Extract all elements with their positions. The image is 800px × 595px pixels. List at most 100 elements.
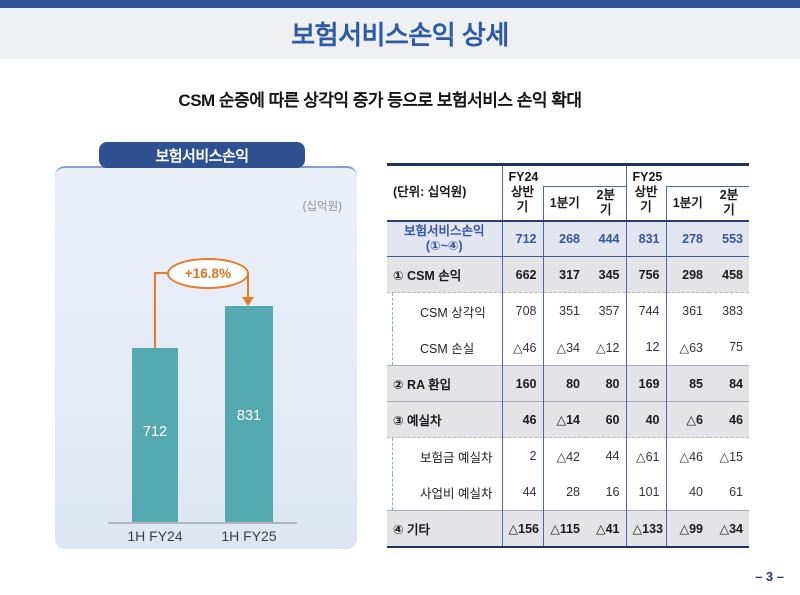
table-value-cell: 361 — [665, 292, 709, 329]
table-value-cell: 40 — [625, 401, 666, 438]
table-value-cell: 298 — [665, 256, 709, 293]
insurance-profit-table: (단위: 십억원) FY24 상반기 FY25 상반기 1분기 2분기 1분기 2분기 보험서비스… — [387, 163, 749, 548]
table-label-cell: ④ 기타 — [387, 510, 503, 547]
table-value-cell: 80 — [542, 365, 586, 402]
table-value-cell: 160 — [502, 365, 543, 402]
category-label-1h-fy24: 1H FY24 — [127, 528, 183, 544]
table-label-cell: ① CSM 손익 — [387, 256, 503, 293]
table-value-cell: 12 — [625, 329, 666, 366]
chart-tab: 보험서비스손익 — [99, 142, 305, 168]
header-bracket — [543, 164, 626, 187]
table-row: CSM 손실 △46 △34 △12 12 △63 75 — [387, 329, 749, 366]
insurance-profit-chart-panel: (십억원) +16.8% 712 831 1H FY24 1H FY25 — [55, 166, 357, 549]
bar-1h-fy25: 831 — [225, 306, 273, 522]
table-value-cell: △41 — [586, 510, 626, 547]
column-header-quarter: 2분기 — [586, 186, 626, 222]
table-value-cell: △63 — [665, 329, 709, 366]
table-row: ① CSM 손익 662 317 345 756 298 458 — [387, 256, 749, 293]
table-value-cell: 84 — [709, 365, 749, 402]
table-value-cell: 662 — [502, 256, 543, 293]
table-value-cell: 708 — [502, 292, 543, 329]
table-value-cell: △12 — [595, 340, 620, 355]
column-header-quarter: 1분기 — [665, 186, 709, 222]
table-row: ③ 예실차 46 △14 60 40 △6 46 — [387, 401, 749, 438]
table-value-cell: △99 — [665, 510, 709, 547]
category-label-1h-fy25: 1H FY25 — [221, 528, 277, 544]
table-row: 보험금 예실차 2 △42 44 △61 △46 △15 — [387, 437, 749, 474]
table-value-cell: △61 — [625, 437, 666, 474]
table-label-cell: ③ 예실차 — [387, 401, 503, 438]
table-value-cell: 756 — [625, 256, 666, 293]
table-value-cell: 268 — [542, 220, 586, 257]
top-accent-bar — [0, 0, 800, 8]
table-value-cell: 712 — [502, 220, 543, 257]
table-value-cell: 46 — [709, 401, 749, 438]
bar-value-label: 831 — [236, 408, 262, 424]
table-value-cell: △42 — [542, 437, 586, 474]
page-title: 보험서비스손익 상세 — [291, 20, 509, 50]
chart-unit-label: (십억원) — [302, 201, 342, 213]
table-label-cell: ② RA 환입 — [387, 365, 503, 402]
table-value-cell: △6 — [665, 401, 709, 438]
table-value-cell: 75 — [729, 340, 743, 354]
table-label-cell: 보험금 예실차 — [387, 437, 503, 474]
table-value-cell: 44 — [522, 485, 537, 499]
bar-1h-fy24: 712 — [132, 348, 178, 522]
table-value-cell: 44 — [586, 437, 626, 474]
table-value-cell: 61 — [729, 485, 743, 499]
table-value-cell: 28 — [542, 474, 586, 511]
growth-connector-right — [247, 272, 249, 298]
table-value-cell: △46 — [512, 340, 537, 355]
table-value-cell: 357 — [586, 292, 626, 329]
table-label-cell: CSM 상각익 — [387, 292, 503, 329]
table-value-cell: 60 — [586, 401, 626, 438]
table-value-cell: △34 — [542, 329, 586, 366]
column-header-quarter: 1분기 — [542, 186, 586, 222]
table-value-cell: 345 — [586, 256, 626, 293]
growth-connector-left — [154, 272, 156, 348]
column-header-quarter: 2분기 — [709, 186, 749, 222]
table-value-cell: 46 — [502, 401, 543, 438]
arrow-down-icon — [242, 297, 254, 306]
column-header-fy24-half: FY24 상반기 — [502, 164, 543, 222]
table-value-cell: 383 — [709, 292, 749, 329]
growth-annotation-label: +16.8% — [184, 266, 232, 281]
table-value-cell: 101 — [625, 474, 666, 511]
page-number: – 3 – — [755, 569, 784, 584]
table-value-cell: 351 — [542, 292, 586, 329]
table-label-cell: 보험서비스손익 (①~④) — [387, 220, 503, 257]
title-band: 보험서비스손익 상세 — [0, 8, 800, 59]
table-value-cell: 553 — [709, 220, 749, 257]
table-row: ② RA 환입 160 80 80 169 85 84 — [387, 365, 749, 402]
table-value-cell: △115 — [542, 510, 586, 547]
table-value-cell: △156 — [502, 510, 543, 547]
table-value-cell: △34 — [709, 510, 749, 547]
bar-value-label: 712 — [142, 424, 168, 440]
table-row: 보험서비스손익 (①~④) 712 268 444 831 278 553 — [387, 220, 749, 257]
table-value-cell: 458 — [709, 256, 749, 293]
table-value-cell: 444 — [586, 220, 626, 257]
page-subtitle: CSM 순증에 따른 상각익 증가 등으로 보험서비스 손익 확대 — [178, 91, 582, 110]
table-label-cell: 사업비 예실차 — [387, 474, 503, 511]
table-value-cell: 831 — [625, 220, 666, 257]
x-axis-line — [108, 522, 297, 524]
table-value-cell: 80 — [586, 365, 626, 402]
growth-annotation-badge: +16.8% — [167, 258, 249, 289]
table-value-cell: 85 — [665, 365, 709, 402]
table-value-cell: 744 — [625, 292, 666, 329]
table-row: CSM 상각익 708 351 357 744 361 383 — [387, 292, 749, 329]
table-value-cell: 169 — [625, 365, 666, 402]
table-row: ④ 기타 △156 △115 △41 △133 △99 △34 — [387, 510, 749, 547]
table-value-cell: △133 — [625, 510, 666, 547]
table-value-cell: 278 — [665, 220, 709, 257]
header-bracket — [666, 164, 749, 187]
table-wrap: (단위: 십억원) FY24 상반기 FY25 상반기 1분기 2분기 1분기 2분기 보험서비스… — [387, 163, 749, 548]
table-label-cell: CSM 손실 — [387, 329, 503, 366]
table-value-cell: 40 — [665, 474, 709, 511]
table-value-cell: △14 — [542, 401, 586, 438]
table-unit-header: (단위: 십억원) — [387, 164, 503, 222]
table-value-cell: 2 — [502, 437, 543, 474]
table-value-cell: △15 — [709, 437, 749, 474]
table-value-cell: △46 — [665, 437, 709, 474]
